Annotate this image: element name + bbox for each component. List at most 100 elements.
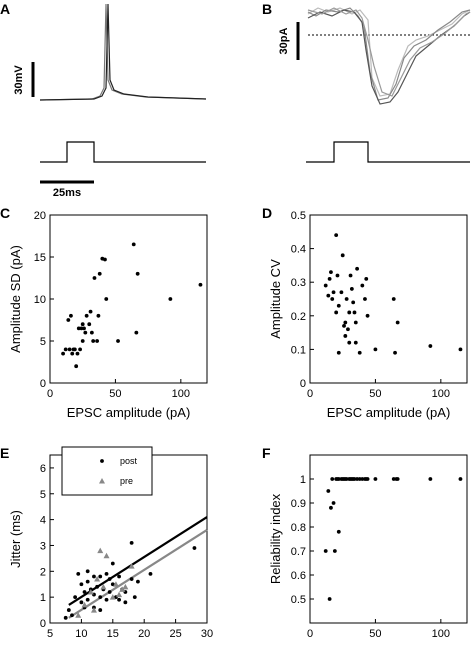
data-point-pre [94, 576, 101, 582]
data-point [110, 561, 115, 566]
data-point [116, 339, 120, 343]
data-point [393, 350, 397, 355]
legend-label-pre: pre [120, 476, 133, 486]
data-point [360, 283, 365, 288]
data-point [340, 253, 345, 258]
data-point [79, 582, 84, 587]
data-point [335, 273, 340, 278]
panel-a-voltage-scalebar-label: 30mV [13, 65, 25, 95]
data-point [103, 257, 107, 262]
data-point [357, 350, 362, 355]
data-point [98, 608, 103, 612]
plot-frame [309, 454, 468, 624]
data-point [132, 595, 137, 600]
data-point [129, 577, 134, 581]
panel-f: F 0 50 100 0.5 0.6 0.7 0.8 0.9 1 EPSC amplitude (… [262, 445, 468, 647]
data-point [329, 270, 333, 275]
data-point [352, 477, 357, 481]
data-point [373, 477, 378, 481]
data-point [334, 233, 339, 238]
panel-c: C 0 50 100 0 5 10 15 20 EPSC amplitude (pA) Ampli… [0, 205, 208, 420]
x-tick-label: 0 [307, 388, 313, 400]
panel-b-stimulus-step [306, 141, 470, 163]
panel-f-letter: F [262, 445, 271, 461]
data-point [96, 313, 101, 318]
data-point [346, 327, 350, 332]
y-axis-label: Reliability index [268, 493, 283, 584]
data-point [148, 571, 153, 576]
plot-frame [49, 214, 208, 384]
x-tick-label: 50 [369, 388, 381, 400]
y-tick-label: 6 [40, 463, 46, 475]
data-point [84, 313, 89, 318]
data-point [391, 297, 396, 301]
data-point [347, 310, 352, 315]
data-point [70, 613, 74, 618]
data-point [336, 350, 341, 355]
data-point [69, 313, 73, 318]
panel-b-current-trace [307, 9, 471, 105]
data-point [168, 297, 173, 301]
panel-b: B 30pA [262, 1, 471, 163]
panel-a-membrane-trace [39, 3, 207, 101]
data-point [82, 590, 87, 594]
y-tick-label: 0 [40, 618, 46, 630]
data-point [355, 477, 359, 481]
x-tick-label: 100 [172, 388, 190, 400]
data-point [348, 273, 353, 278]
data-point [97, 271, 102, 276]
panel-a-membrane-trace [39, 3, 207, 101]
data-point-pre [103, 552, 110, 559]
data-point [134, 330, 139, 335]
panel-d-letter: D [262, 205, 272, 221]
data-point [330, 297, 335, 301]
data-point [349, 287, 354, 291]
data-point [339, 290, 344, 295]
data-point [327, 276, 332, 281]
data-point [347, 340, 352, 345]
data-point [79, 326, 84, 331]
data-point [85, 579, 90, 584]
x-tick-label: 10 [75, 628, 87, 640]
data-point [373, 347, 378, 352]
y-axis-label: Amplitude CV [268, 259, 283, 339]
data-point [360, 477, 365, 481]
panel-c-plot: 0 50 100 0 5 10 15 20 EPSC amplitude (pA) Amplitu… [8, 210, 208, 420]
y-tick-label: 0.9 [291, 498, 306, 510]
data-point [136, 579, 140, 584]
data-point-pre [90, 607, 97, 613]
y-tick-label: 0.8 [291, 522, 306, 534]
panel-b-current-trace [307, 7, 471, 101]
data-point [76, 326, 81, 331]
data-point [76, 571, 81, 576]
data-point [73, 595, 78, 600]
data-point [87, 322, 92, 327]
data-point [107, 577, 112, 581]
panel-b-current-trace [307, 7, 471, 97]
data-point [88, 309, 93, 314]
data-point [344, 477, 349, 481]
x-axis-label: EPSC amplitude (pA) [67, 405, 191, 420]
data-point [344, 297, 349, 301]
y-tick-label: 1 [300, 474, 306, 486]
legend-box [61, 446, 153, 496]
y-tick-label: 0.4 [291, 244, 306, 256]
y-tick-label: 5 [40, 336, 46, 348]
y-axis-label: Amplitude SD (pA) [8, 245, 23, 353]
data-point [198, 282, 203, 287]
data-point [365, 313, 370, 318]
data-point [107, 590, 112, 594]
panel-f-plot: 0 50 100 0.5 0.6 0.7 0.8 0.9 1 EPSC amplitude (pA… [268, 454, 468, 647]
data-point [355, 266, 359, 271]
panel-b-current-scalebar-label: 30pA [278, 27, 290, 54]
x-tick-label: 50 [369, 628, 381, 640]
plot-frame [309, 214, 468, 384]
data-point [364, 276, 369, 281]
legend-marker-post [100, 459, 104, 463]
data-point [351, 300, 356, 305]
y-tick-label: 0.7 [291, 546, 306, 558]
x-tick-label: 15 [107, 628, 119, 640]
panel-a-membrane-traces [39, 3, 207, 101]
data-point [117, 574, 121, 579]
